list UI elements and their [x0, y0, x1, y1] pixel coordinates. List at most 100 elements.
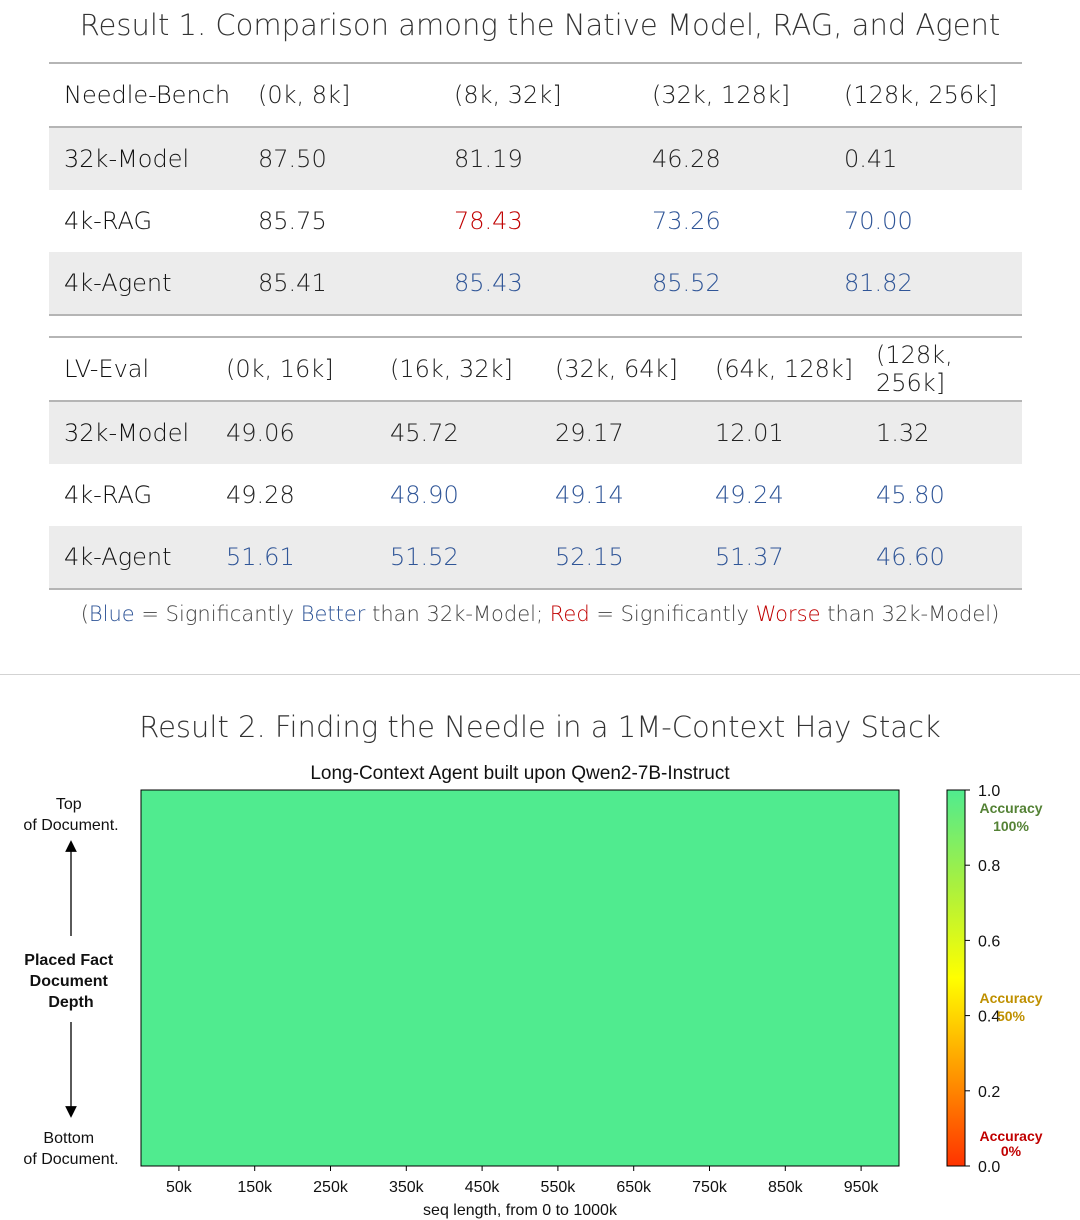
header-cell: Needle-Bench — [64, 81, 231, 109]
header-cell: LV-Eval — [64, 355, 150, 383]
y-top-label: Top of Document. — [23, 796, 118, 834]
table-cell: 81.82 — [844, 269, 913, 297]
needle-bench-table: Needle-Bench (0k, 8k] (8k, 32k] (32k, 12… — [49, 62, 1022, 316]
note-blue-word: Blue — [88, 602, 135, 626]
colorbar-ticks: 1.0 0.8 0.6 0.4 0.2 0.0 — [965, 783, 1000, 1176]
colorbar-tick-label: 0.4 — [978, 1009, 1000, 1026]
colorbar-annotation: 100% — [993, 818, 1029, 834]
header-cell: (128k, 256k] — [876, 341, 953, 397]
y-top-label-line: of Document. — [23, 817, 118, 834]
result1-title: Result 1. Comparison among the Native Mo… — [79, 8, 1001, 42]
table-row: 32k-Model 49.06 45.72 29.17 12.01 1.32 — [49, 401, 1022, 464]
table-row: 4k-Agent 85.41 85.43 85.52 81.82 — [49, 252, 1022, 315]
x-tick-label: 550k — [541, 1179, 577, 1196]
row-label: 4k-RAG — [64, 481, 153, 509]
y-bottom-label-line: of Document. — [23, 1151, 118, 1168]
table-cell: 49.28 — [226, 481, 295, 509]
table-row: 4k-RAG 49.28 48.90 49.14 49.24 45.80 — [49, 464, 1022, 526]
section-divider — [0, 674, 1080, 675]
row-label: 4k-RAG — [64, 207, 153, 235]
result2-title: Result 2. Finding the Needle in a 1M-Con… — [139, 710, 941, 744]
y-top-label-line: Top — [56, 796, 82, 813]
row-label: 4k-Agent — [64, 543, 172, 571]
colorbar-annotation: Accuracy — [979, 990, 1042, 1006]
table-cell: 1.32 — [876, 419, 930, 447]
table-header-row: Needle-Bench (0k, 8k] (8k, 32k] (32k, 12… — [49, 63, 1022, 127]
y-axis-label: Placed Fact Document Depth — [24, 952, 117, 1011]
x-axis-label: seq length, from 0 to 1000k — [423, 1202, 618, 1219]
table-cell: 49.24 — [715, 481, 784, 509]
row-label: 4k-Agent — [64, 269, 172, 297]
table-header-row: LV-Eval (0k, 16k] (16k, 32k] (32k, 64k] … — [49, 337, 1022, 401]
table-cell: 46.60 — [876, 543, 945, 571]
x-tick-label: 350k — [389, 1179, 425, 1196]
table-row: 4k-RAG 85.75 78.43 73.26 70.00 — [49, 190, 1022, 252]
table-cell: 49.14 — [555, 481, 624, 509]
chart-title: Long-Context Agent built upon Qwen2-7B-I… — [310, 763, 730, 784]
note-text: than 32k-Model) — [820, 602, 1000, 626]
table-cell: 85.75 — [258, 207, 327, 235]
colorbar-annotation: Accuracy — [979, 800, 1042, 816]
row-label: 32k-Model — [64, 145, 190, 173]
table-cell: 0.41 — [844, 145, 898, 173]
x-tick-label: 650k — [616, 1179, 652, 1196]
colorbar-tick-label: 0.2 — [978, 1084, 1000, 1101]
header-cell: (0k, 8k] — [258, 81, 351, 109]
note-text: than 32k-Model; — [365, 602, 550, 626]
colorbar-tick-label: 0.0 — [978, 1159, 1000, 1176]
y-axis-label-line: Depth — [48, 994, 93, 1011]
table-cell: 12.01 — [715, 419, 784, 447]
table-cell: 45.80 — [876, 481, 945, 509]
colorbar-annotation: 0% — [1001, 1143, 1022, 1159]
table-cell: 51.61 — [226, 543, 295, 571]
y-axis-label-line: Document — [30, 973, 109, 990]
y-axis-label-line: Placed Fact — [24, 952, 114, 969]
table-cell: 85.43 — [454, 269, 523, 297]
table-cell: 51.52 — [390, 543, 459, 571]
header-cell: (128k, 256k] — [844, 81, 998, 109]
table-cell: 51.37 — [715, 543, 784, 571]
y-bottom-label-line: Bottom — [43, 1130, 94, 1147]
table-row: 32k-Model 87.50 81.19 46.28 0.41 — [49, 127, 1022, 190]
colorbar-tick-label: 0.8 — [978, 858, 1000, 875]
note-better-word: Better — [300, 602, 366, 626]
table-cell: 49.06 — [226, 419, 295, 447]
header-cell: (64k, 128k] — [715, 355, 854, 383]
table-cell: 46.28 — [652, 145, 721, 173]
table-cell: 45.72 — [390, 419, 459, 447]
x-tick-label: 850k — [768, 1179, 804, 1196]
colorbar-tick-label: 0.6 — [978, 933, 1000, 950]
table-cell: 87.50 — [258, 145, 327, 173]
table-cell: 73.26 — [652, 207, 721, 235]
table-cell: 52.15 — [555, 543, 624, 571]
x-tick-label: 150k — [237, 1179, 273, 1196]
x-tick-label: 450k — [465, 1179, 501, 1196]
note-text: = Significantly — [134, 602, 301, 626]
x-tick-label: 950k — [844, 1179, 880, 1196]
table-cell: 48.90 — [390, 481, 459, 509]
table-row: 4k-Agent 51.61 51.52 52.15 51.37 46.60 — [49, 526, 1022, 589]
colorbar — [946, 789, 966, 1167]
header-cell: (16k, 32k] — [390, 355, 513, 383]
table-cell: 78.43 — [454, 207, 523, 235]
table-cell: 85.52 — [652, 269, 721, 297]
header-cell: (8k, 32k] — [454, 81, 562, 109]
note-text: = Significantly — [589, 602, 756, 626]
table-cell: 85.41 — [258, 269, 327, 297]
header-cell: (0k, 16k] — [226, 355, 334, 383]
color-legend-note: (Blue = Significantly Better than 32k-Mo… — [0, 602, 1080, 626]
table-cell: 81.19 — [454, 145, 523, 173]
x-tick-label: 750k — [692, 1179, 728, 1196]
header-cell: (32k, 64k] — [555, 355, 678, 383]
table-cell: 70.00 — [844, 207, 913, 235]
y-bottom-label: Bottom of Document. — [23, 1130, 118, 1168]
row-label: 32k-Model — [64, 419, 190, 447]
x-tick-label: 50k — [166, 1179, 193, 1196]
x-axis-ticks: 50k 150k 250k 350k 450k 550k 650k 750k 850k 950k — [166, 1166, 879, 1196]
note-worse-word: Worse — [755, 602, 821, 626]
note-text: ( — [80, 602, 89, 626]
colorbar-annotation: 50% — [997, 1008, 1026, 1024]
x-tick-label: 250k — [313, 1179, 349, 1196]
lv-eval-table: LV-Eval (0k, 16k] (16k, 32k] (32k, 64k] … — [49, 336, 1022, 590]
